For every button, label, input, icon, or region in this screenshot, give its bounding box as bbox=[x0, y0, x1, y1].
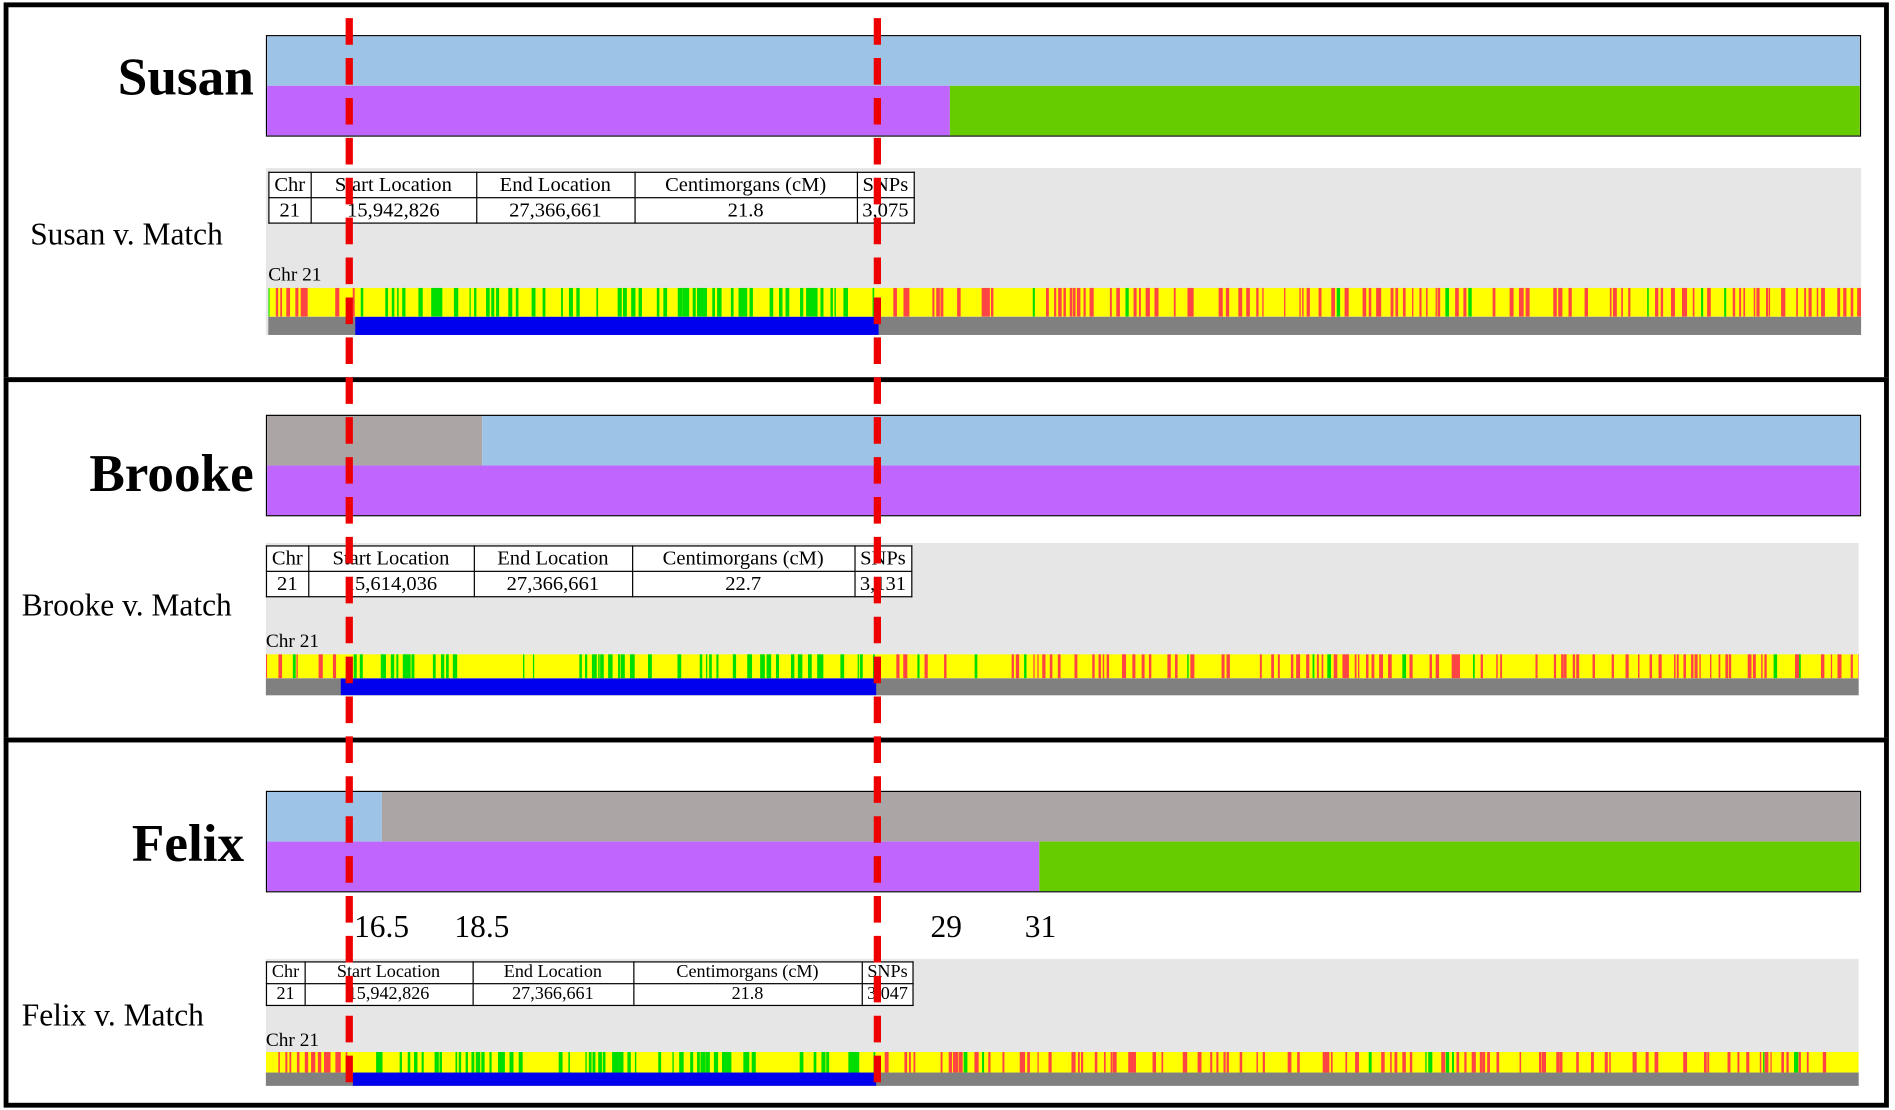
col-header: Centimorgans (cM) bbox=[633, 171, 858, 199]
col-header: Centimorgans (cM) bbox=[631, 545, 856, 572]
cm-marker: 29 bbox=[930, 909, 962, 945]
strand-segment bbox=[267, 85, 951, 136]
person-name: Susan bbox=[117, 47, 254, 107]
col-header: End Location bbox=[475, 171, 636, 199]
strand-segment bbox=[381, 792, 1860, 842]
table-row: 21 15,942,826 27,366,661 21.8 3,075 bbox=[268, 197, 915, 224]
table-row: 21 15,942,826 27,366,661 21.8 3,047 bbox=[265, 983, 914, 1007]
table-header-row: Chr Start Location End Location Centimor… bbox=[268, 171, 915, 199]
col-header: Chr bbox=[268, 171, 312, 199]
strand-segment bbox=[1039, 841, 1860, 892]
matching-segment bbox=[353, 1072, 876, 1086]
cell-snps: 3,131 bbox=[853, 570, 913, 598]
strand-segment bbox=[267, 841, 1040, 892]
chromosome-bar bbox=[265, 35, 1862, 137]
snp-stripes bbox=[265, 654, 1859, 679]
table-header-row: Chr Start Location End Location Centimor… bbox=[265, 545, 913, 572]
match-table: Chr Start Location End Location Centimor… bbox=[268, 171, 915, 224]
cell-chr: 21 bbox=[265, 983, 306, 1007]
strand-segment bbox=[267, 36, 1860, 86]
col-header: Centimorgans (cM) bbox=[632, 961, 863, 985]
strand-segment bbox=[950, 85, 1860, 136]
cell-snps: 3,047 bbox=[861, 983, 914, 1007]
snp-stripes bbox=[268, 287, 1862, 317]
chr-label: Chr 21 bbox=[265, 1030, 320, 1051]
cm-marker: 31 bbox=[1024, 909, 1057, 945]
col-header: End Location bbox=[471, 961, 634, 985]
match-track bbox=[265, 1072, 1859, 1086]
strand-segment bbox=[267, 415, 483, 466]
comparison-label: Susan v. Match bbox=[30, 216, 223, 252]
strand-segment bbox=[267, 465, 1860, 516]
person-name: Felix bbox=[131, 813, 245, 874]
col-header: Start Location bbox=[303, 961, 474, 985]
comparison-label: Brooke v. Match bbox=[21, 587, 232, 623]
chr-label: Chr 21 bbox=[268, 264, 322, 286]
col-header: End Location bbox=[473, 545, 633, 572]
chr-label: Chr 21 bbox=[265, 631, 320, 652]
strand-segment bbox=[267, 792, 382, 842]
snp-track bbox=[265, 654, 1859, 679]
cm-marker: 18.5 bbox=[454, 909, 510, 945]
cell-cm: 22.7 bbox=[631, 570, 856, 598]
matching-segment bbox=[355, 316, 879, 335]
snp-track bbox=[268, 287, 1862, 317]
col-header: Chr bbox=[265, 545, 309, 572]
chromosome-bar bbox=[265, 790, 1862, 893]
strand-segment bbox=[482, 415, 1860, 466]
chromosome-bar bbox=[265, 414, 1862, 517]
match-table: Chr Start Location End Location Centimor… bbox=[265, 545, 913, 598]
cell-chr: 21 bbox=[268, 197, 312, 224]
cell-start: 15,614,036 bbox=[307, 570, 475, 598]
col-header: Start Location bbox=[309, 171, 477, 199]
cell-snps: 3,075 bbox=[856, 197, 915, 224]
cell-end: 27,366,661 bbox=[475, 197, 636, 224]
cm-marker: 16.5 bbox=[354, 909, 410, 945]
table-row: 21 15,614,036 27,366,661 22.7 3,131 bbox=[265, 570, 913, 598]
cell-start: 15,942,826 bbox=[303, 983, 474, 1007]
snp-track bbox=[265, 1052, 1859, 1073]
matching-segment bbox=[340, 678, 876, 696]
table-header-row: Chr Start Location End Location Centimor… bbox=[265, 961, 914, 985]
snp-stripes bbox=[265, 1052, 1859, 1073]
cell-cm: 21.8 bbox=[633, 197, 858, 224]
cell-cm: 21.8 bbox=[632, 983, 863, 1007]
cell-start: 15,942,826 bbox=[309, 197, 477, 224]
cell-end: 27,366,661 bbox=[471, 983, 634, 1007]
col-header: SNPs bbox=[856, 171, 915, 199]
cell-chr: 21 bbox=[265, 570, 309, 598]
col-header: SNPs bbox=[853, 545, 913, 572]
match-track bbox=[265, 678, 1859, 696]
col-header: Start Location bbox=[307, 545, 475, 572]
match-table: Chr Start Location End Location Centimor… bbox=[265, 961, 914, 1007]
cell-end: 27,366,661 bbox=[473, 570, 633, 598]
match-track bbox=[268, 316, 1862, 335]
comparison-label: Felix v. Match bbox=[21, 997, 204, 1033]
col-header: Chr bbox=[265, 961, 306, 985]
col-header: SNPs bbox=[861, 961, 914, 985]
person-name: Brooke bbox=[89, 443, 254, 504]
